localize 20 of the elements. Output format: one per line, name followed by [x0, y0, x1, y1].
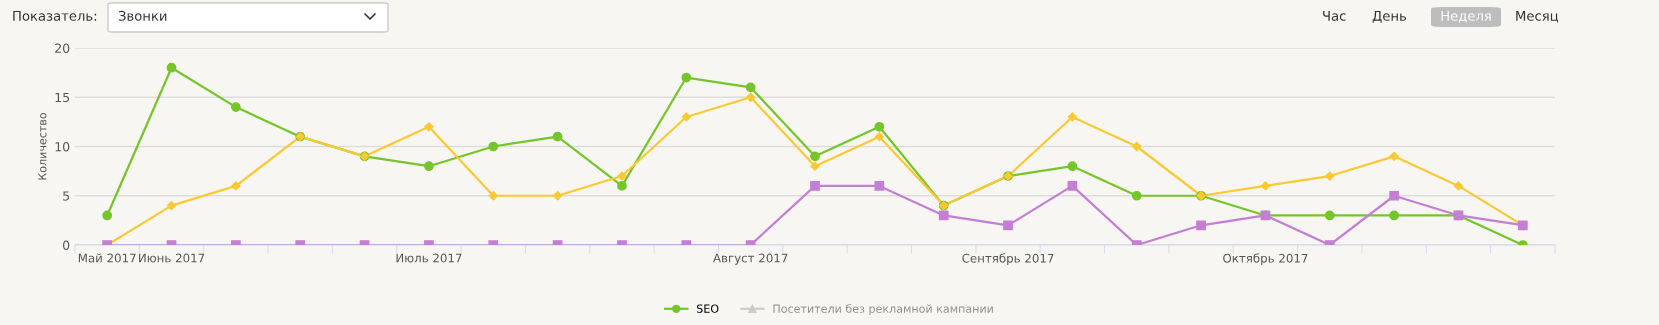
text: Показатель:: [13, 11, 97, 21]
x-tick-label: Июль 2017: [396, 253, 462, 263]
y-tick-label: 20: [55, 43, 70, 53]
text: Неделя: [1441, 11, 1491, 23]
x-tick-label: Май 2017: [78, 253, 136, 263]
y-tick-label: 0: [63, 240, 70, 250]
x-tick-label: Октябрь 2017: [1223, 253, 1308, 265]
x-tick-label: Июнь 2017: [139, 253, 205, 263]
legend-label: Посетители без рекламной кампании: [773, 304, 993, 315]
legend-label: SEO: [696, 304, 719, 313]
text: Час: [1323, 11, 1346, 21]
y-tick-label: 10: [55, 141, 70, 152]
y-tick-label: 5: [63, 191, 70, 201]
y-tick-label: 15: [55, 92, 70, 103]
text: Месяц: [1516, 11, 1559, 23]
text: День: [1372, 11, 1407, 23]
y-axis-title: Количество: [38, 112, 47, 180]
text: Звонки: [118, 10, 167, 21]
x-tick-label: Сентябрь 2017: [962, 253, 1054, 265]
x-tick-label: Август 2017: [713, 253, 788, 265]
